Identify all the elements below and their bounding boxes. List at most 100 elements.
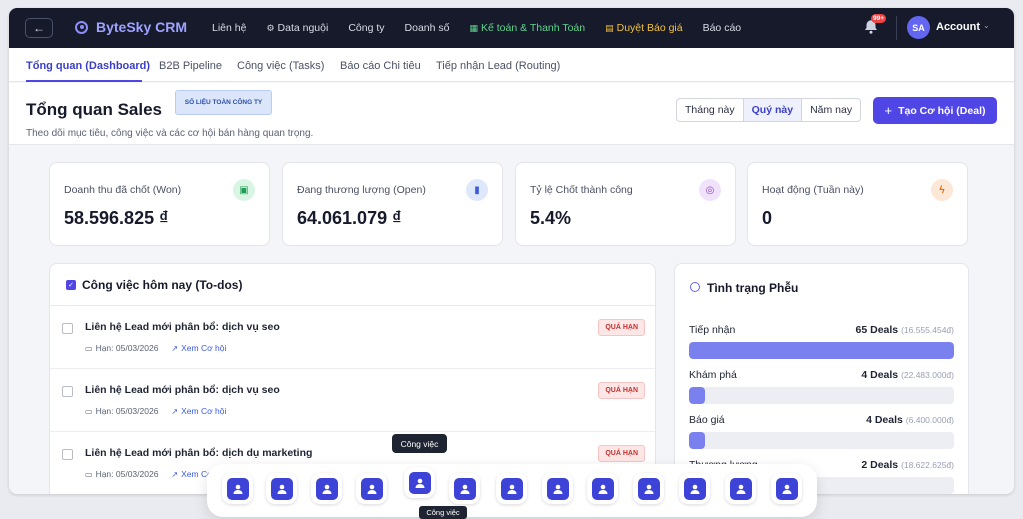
tab-b2b-pipeline[interactable]: B2B Pipeline bbox=[159, 60, 222, 72]
view-deal-link[interactable]: ↗ Xem Cơ hội bbox=[171, 469, 226, 479]
brand[interactable]: ByteSky CRM bbox=[75, 19, 187, 35]
stage-progress-fill bbox=[689, 342, 954, 359]
task-title[interactable]: Liên hệ Lead mới phân bổ: dịch vụ seo bbox=[85, 384, 280, 396]
avatar[interactable]: SA bbox=[907, 16, 930, 39]
user-star-icon bbox=[453, 477, 476, 500]
task-title[interactable]: Liên hệ Lead mới phân bổ: dịch dụ market… bbox=[85, 447, 313, 459]
funnel-panel: Tình trạng Phễu Tiếp nhận 65 Deals (16.5… bbox=[674, 263, 969, 494]
checkbox-checked-icon: ✓ bbox=[66, 280, 76, 290]
cash-icon: ▣ bbox=[233, 179, 255, 201]
user-icon bbox=[226, 477, 249, 500]
stage-progress-track bbox=[689, 342, 954, 359]
tab-dashboard[interactable]: Tổng quan (Dashboard) bbox=[26, 60, 151, 72]
dock-button-6[interactable] bbox=[496, 473, 527, 504]
dock-button-0[interactable] bbox=[222, 473, 253, 504]
stage-count: 4 Deals (22.483.000đ) bbox=[861, 369, 954, 381]
view-deal-link[interactable]: ↗ Xem Cơ hội bbox=[171, 343, 226, 353]
nav-item-5[interactable]: ▤ Duyệt Báo giá bbox=[605, 22, 682, 34]
kpi-card-1: Đang thương lượng (Open) 64.061.079 ₫ ▮ bbox=[282, 162, 503, 246]
period-option-1[interactable]: Quý này bbox=[743, 99, 803, 121]
task-checkbox[interactable] bbox=[62, 449, 73, 460]
stage-amount: (22.483.000đ) bbox=[901, 370, 954, 380]
back-button[interactable]: ← bbox=[25, 18, 53, 38]
tasks-title: Công việc hôm nay (To-dos) bbox=[82, 278, 243, 292]
bar-chart-icon: ▮ bbox=[466, 179, 488, 201]
task-meta: ▭ Hạn: 05/03/2026 ↗ Xem Cơ hội bbox=[85, 406, 226, 416]
tab-tasks[interactable]: Công việc (Tasks) bbox=[237, 60, 325, 72]
id-card-icon bbox=[500, 477, 523, 500]
app-window: ← ByteSky CRM Liên hệ ⚙ Data nguội Công ty D… bbox=[9, 8, 1014, 494]
brand-name: ByteSky CRM bbox=[96, 19, 188, 35]
dock-button-10[interactable] bbox=[679, 473, 710, 504]
scope-badge: SỐ LIỆU TOÀN CÔNG TY bbox=[175, 90, 272, 115]
nav-item-4[interactable]: ▦ Kế toán & Thanh Toán bbox=[469, 22, 585, 34]
kpi-label: Tỷ lệ Chốt thành công bbox=[530, 184, 633, 196]
account-menu-label[interactable]: Account bbox=[936, 21, 980, 33]
period-option-2[interactable]: Năm nay bbox=[810, 104, 853, 116]
task-meta: ▭ Hạn: 05/03/2026 ↗ Xem Cơ hội bbox=[85, 469, 226, 479]
nav-item-label: Công ty bbox=[348, 22, 385, 34]
nav-item-3[interactable]: Doanh số bbox=[405, 22, 450, 34]
dock-button-1[interactable] bbox=[266, 473, 297, 504]
task-meta: ▭ Hạn: 05/03/2026 ↗ Xem Cơ hội bbox=[85, 343, 226, 353]
nav-item-6[interactable]: Báo cáo bbox=[703, 22, 742, 34]
page-subtitle: Theo dõi mục tiêu, công việc và các cơ h… bbox=[26, 128, 314, 139]
stage-name: Tiếp nhận bbox=[689, 324, 736, 336]
nav-item-0[interactable]: Liên hệ bbox=[212, 22, 246, 34]
overdue-badge: QUÁ HẠN bbox=[598, 445, 645, 462]
dock-button-2[interactable] bbox=[311, 473, 342, 504]
nav-item-1[interactable]: ⚙ Data nguội bbox=[266, 22, 328, 34]
dock-button-3[interactable] bbox=[356, 473, 387, 504]
kpi-label: Hoạt động (Tuần này) bbox=[762, 184, 864, 196]
stage-count: 2 Deals (18.622.625đ) bbox=[861, 459, 954, 471]
period-selector: Tháng này Quý này Năm nay bbox=[676, 98, 862, 122]
top-navbar: ← ByteSky CRM Liên hệ ⚙ Data nguội Công ty D… bbox=[9, 8, 1014, 48]
view-deal-label: Xem Cơ hội bbox=[181, 343, 227, 353]
dock-button-8[interactable] bbox=[587, 473, 618, 504]
tab-lead-routing[interactable]: Tiếp nhận Lead (Routing) bbox=[436, 60, 561, 72]
calendar-check-icon bbox=[408, 471, 431, 494]
active-tab-indicator bbox=[26, 80, 142, 82]
task-title[interactable]: Liên hệ Lead mới phân bổ: dịch vụ seo bbox=[85, 321, 280, 333]
dock-button-4[interactable] bbox=[404, 467, 435, 498]
overdue-badge: QUÁ HẠN bbox=[598, 319, 645, 336]
dock-button-7[interactable] bbox=[542, 473, 573, 504]
stage-amount: (16.555.454đ) bbox=[901, 325, 954, 335]
stage-name: Khám phá bbox=[689, 369, 737, 381]
task-checkbox[interactable] bbox=[62, 386, 73, 397]
notification-badge: 99+ bbox=[871, 14, 887, 23]
users-icon bbox=[315, 477, 338, 500]
create-deal-button[interactable]: + Tạo Cơ hội (Deal) bbox=[873, 97, 997, 124]
plus-icon: + bbox=[884, 103, 893, 118]
nav-item-2[interactable]: Công ty bbox=[348, 22, 384, 34]
dock-button-11[interactable] bbox=[725, 473, 756, 504]
chevron-down-icon[interactable]: ⌄ bbox=[983, 21, 990, 30]
nav-item-label: Doanh số bbox=[404, 22, 450, 34]
kpi-label: Doanh thu đã chốt (Won) bbox=[64, 184, 182, 196]
task-row: Liên hệ Lead mới phân bổ: dịch dụ market… bbox=[50, 432, 655, 494]
tab-expense-report[interactable]: Báo cáo Chi tiêu bbox=[340, 60, 421, 72]
stage-amount: (18.622.625đ) bbox=[901, 460, 954, 470]
arrow-left-icon: ← bbox=[33, 21, 45, 35]
kpi-card-0: Doanh thu đã chốt (Won) 58.596.825 ₫ ▣ bbox=[49, 162, 270, 246]
dock-button-9[interactable] bbox=[633, 473, 664, 504]
stage-name: Báo giá bbox=[689, 414, 725, 426]
dock-button-12[interactable] bbox=[771, 473, 802, 504]
view-deal-label: Xem Cơ hội bbox=[181, 469, 227, 479]
stage-deals: 4 Deals bbox=[861, 369, 899, 381]
view-deal-link[interactable]: ↗ Xem Cơ hội bbox=[171, 406, 226, 416]
calculator-icon: ▦ bbox=[469, 22, 478, 33]
stage-deals: 65 Deals bbox=[855, 324, 899, 336]
stage-progress-fill bbox=[689, 432, 705, 449]
stage-count: 65 Deals (16.555.454đ) bbox=[856, 324, 954, 336]
task-row: Liên hệ Lead mới phân bổ: dịch vụ seo ▭ … bbox=[50, 369, 655, 432]
nav-item-label: Kế toán & Thanh Toán bbox=[480, 22, 586, 34]
user-circle-icon bbox=[360, 477, 383, 500]
period-option-0[interactable]: Tháng này bbox=[677, 99, 744, 121]
dock-button-5[interactable] bbox=[449, 473, 480, 504]
user-database-icon bbox=[775, 477, 798, 500]
task-checkbox[interactable] bbox=[62, 323, 73, 334]
external-link-icon: ↗ bbox=[171, 343, 179, 353]
stage-deals: 2 Deals bbox=[861, 459, 899, 471]
divider bbox=[896, 16, 897, 40]
